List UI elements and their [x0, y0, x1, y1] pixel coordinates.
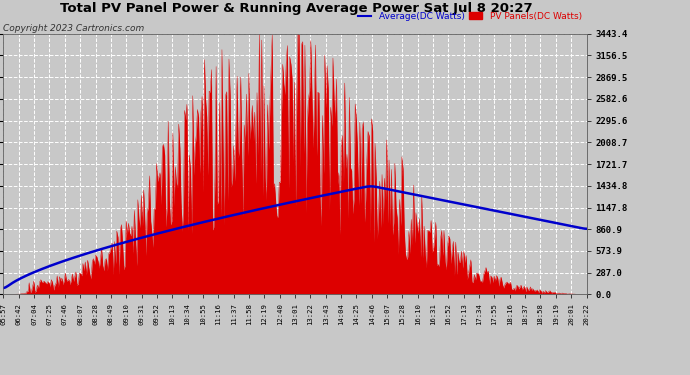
Text: Copyright 2023 Cartronics.com: Copyright 2023 Cartronics.com — [3, 24, 145, 33]
Legend: Average(DC Watts), PV Panels(DC Watts): Average(DC Watts), PV Panels(DC Watts) — [354, 8, 585, 24]
Text: Total PV Panel Power & Running Average Power Sat Jul 8 20:27: Total PV Panel Power & Running Average P… — [61, 2, 533, 15]
